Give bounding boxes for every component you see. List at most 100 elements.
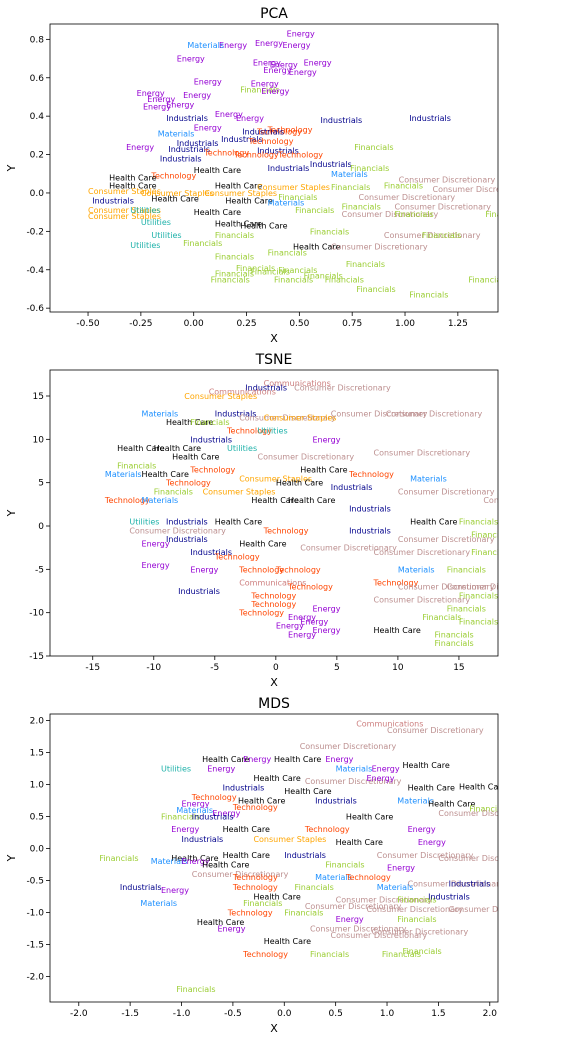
point-label: Technology: [232, 803, 278, 812]
y-tick-label: 0.4: [30, 112, 45, 122]
point-label: Technology: [232, 883, 278, 892]
point-label: Materials: [331, 170, 368, 179]
point-label: Health Care: [373, 626, 420, 635]
point-label: Health Care: [215, 181, 262, 190]
point-label: Consumer Staples: [203, 487, 276, 496]
point-label: Financials: [268, 248, 307, 257]
x-tick-label: -5: [210, 663, 219, 673]
point-label: Industrials: [221, 135, 263, 144]
point-label: Industrials: [428, 892, 470, 901]
point-label: Utilities: [161, 764, 191, 773]
point-label: Health Care: [194, 208, 241, 217]
point-label: Consumer Discretionary: [359, 193, 456, 202]
point-label: Financials: [215, 231, 254, 240]
point-label: Consumer Staples: [257, 183, 330, 192]
point-label: Consumer Discretionary: [398, 583, 495, 592]
point-label: Energy: [182, 857, 210, 866]
point-label: Financials: [278, 193, 317, 202]
x-tick-label: 2.0: [483, 1009, 498, 1019]
point-label: Utilities: [151, 231, 181, 240]
point-label: Financials: [382, 950, 421, 959]
chart-title: MDS: [258, 696, 290, 712]
point-label: Technology: [287, 583, 333, 592]
point-label: Consumer Staples: [184, 392, 257, 401]
point-label: Energy: [312, 626, 340, 635]
point-label: Industrials: [320, 116, 362, 125]
x-tick-label: 0: [273, 663, 279, 673]
point-label: Consumer Discretionary: [432, 185, 529, 194]
point-label: Health Care: [117, 444, 164, 453]
point-label: Consumer Discretionary: [398, 487, 495, 496]
point-label: Financials: [154, 487, 193, 496]
point-label: Financials: [284, 908, 323, 917]
point-label: Energy: [147, 95, 175, 104]
point-label: Materials: [397, 796, 434, 805]
point-label: Consumer Discretionary: [239, 414, 336, 423]
point-label: Financials: [325, 275, 364, 284]
point-label: Financials: [459, 591, 498, 600]
point-label: Financials: [331, 183, 370, 192]
point-label: Financials: [295, 883, 334, 892]
point-label: Consumer Discretionary: [305, 902, 402, 911]
point-label: Energy: [288, 613, 316, 622]
point-label: Financials: [310, 950, 349, 959]
y-tick-label: -0.2: [26, 227, 44, 237]
point-label: Technology: [242, 950, 288, 959]
point-label: Health Care: [238, 796, 285, 805]
point-label: Communications: [209, 388, 276, 397]
point-label: Health Care: [408, 784, 455, 793]
point-label: Utilities: [227, 444, 257, 453]
point-label: Industrials: [92, 197, 134, 206]
point-label: Health Care: [402, 761, 449, 770]
point-label: Health Care: [251, 496, 298, 505]
point-label: Materials: [410, 474, 447, 483]
point-label: Industrials: [120, 883, 162, 892]
point-label: Consumer Discretionary: [372, 928, 469, 937]
point-label: Energy: [171, 825, 199, 834]
x-tick-label: -0.25: [129, 319, 152, 329]
x-tick-label: -0.50: [76, 319, 100, 329]
point-label: Consumer Staples: [141, 189, 214, 198]
point-label: Financials: [346, 260, 385, 269]
point-label: Consumer Discretionary: [294, 383, 391, 392]
point-label: Energy: [408, 825, 436, 834]
point-label: Health Care: [225, 197, 272, 206]
point-label: Health Care: [346, 812, 393, 821]
point-label: Energy: [372, 764, 400, 773]
x-tick-label: 1.00: [395, 319, 415, 329]
point-label: Consumer Discretionary: [373, 548, 470, 557]
x-tick-label: 0.5: [328, 1009, 342, 1019]
point-label: Health Care: [264, 937, 311, 946]
y-axis-label: Y: [5, 164, 18, 172]
point-label: Energy: [263, 66, 291, 75]
point-label: Consumer Discretionary: [310, 924, 407, 933]
point-label: Financials: [397, 896, 436, 905]
point-label: Industrials: [257, 147, 299, 156]
x-tick-label: 15: [453, 663, 464, 673]
point-label: Technology: [250, 600, 296, 609]
x-tick-label: 1.5: [431, 1009, 445, 1019]
point-label: Health Care: [253, 774, 300, 783]
point-label: Consumer Discretionary: [300, 544, 397, 553]
point-label: Health Care: [300, 466, 347, 475]
point-label: Consumer Discretionary: [377, 851, 474, 860]
point-label: Industrials: [242, 128, 284, 137]
y-tick-label: 5: [38, 479, 44, 489]
point-label: Energy: [142, 539, 170, 548]
point-label: Health Care: [109, 174, 156, 183]
point-label: Consumer Discretionary: [366, 905, 463, 914]
point-label: Consumer Discretionary: [449, 905, 546, 914]
chart-title: TSNE: [255, 352, 293, 368]
point-label: Energy: [194, 78, 222, 87]
y-tick-label: 0.2: [30, 151, 44, 161]
point-label: Technology: [263, 526, 309, 535]
point-label: Health Care: [223, 851, 270, 860]
point-label: Technology: [189, 466, 235, 475]
point-label: Technology: [238, 565, 284, 574]
point-label: Consumer Staples: [264, 414, 337, 423]
point-label: Energy: [251, 80, 279, 89]
x-tick-label: -0.5: [224, 1009, 242, 1019]
point-label: Financials: [215, 270, 254, 279]
